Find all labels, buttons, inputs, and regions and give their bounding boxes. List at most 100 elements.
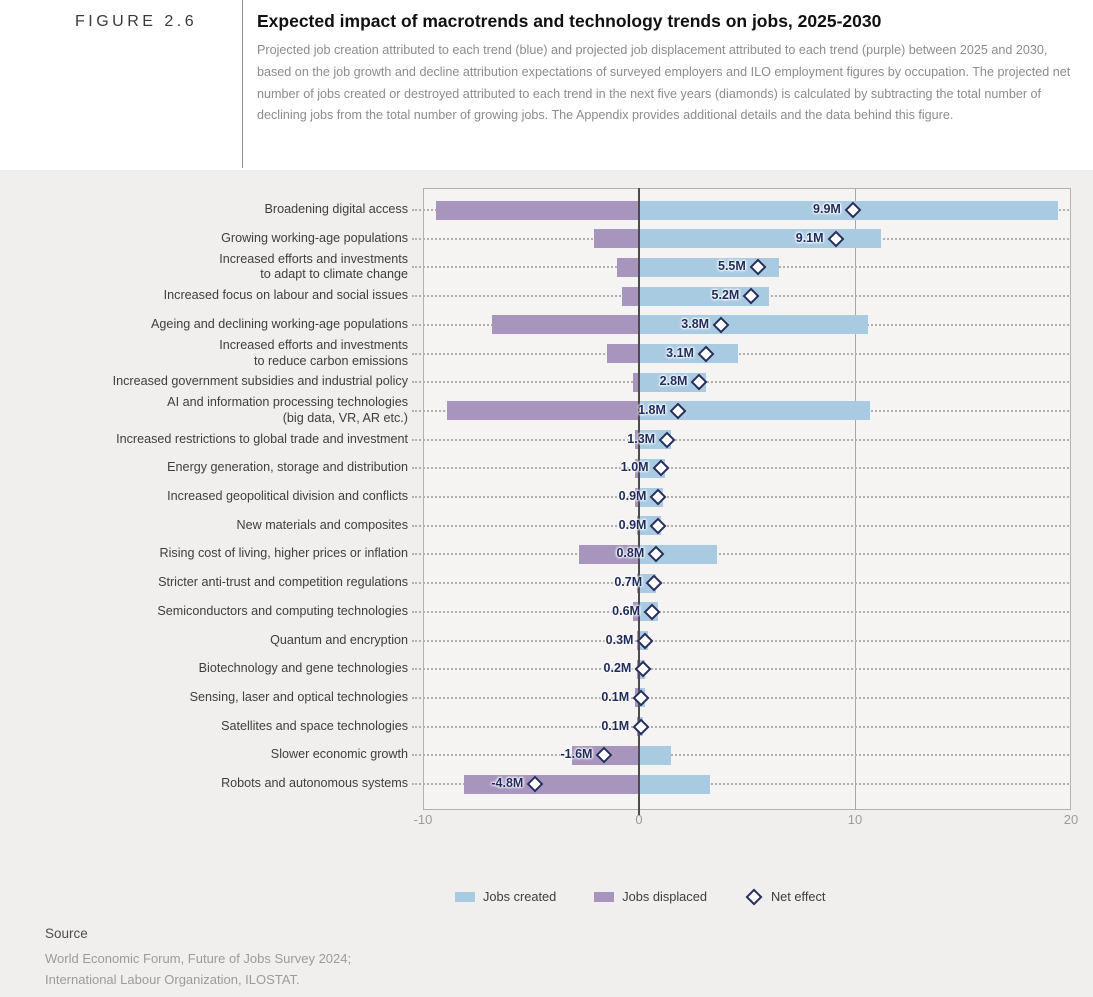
row-leader-line [412, 696, 1069, 699]
jobs-displaced-bar [617, 257, 639, 277]
chart-legend: Jobs created Jobs displaced Net effect [455, 888, 849, 905]
jobs-displaced-bar [636, 573, 639, 593]
row-leader-line [412, 754, 1069, 757]
jobs-created-bar [639, 229, 881, 249]
source-line-1: World Economic Forum, Future of Jobs Sur… [45, 951, 352, 966]
net-value-label: 3.1M [666, 345, 694, 360]
legend-label-jobs-created: Jobs created [483, 889, 557, 904]
legend-label-jobs-displaced: Jobs displaced [622, 889, 707, 904]
net-value-label: 1.8M [638, 402, 666, 417]
net-value-label: 0.3M [605, 632, 634, 647]
figure-label: FIGURE 2.6 [75, 13, 198, 30]
x-axis-tick-label: 10 [847, 812, 863, 827]
category-label: Semiconductors and computing technologie… [157, 603, 408, 618]
category-label: Growing working-age populations [221, 230, 408, 245]
jobs-displaced-bar [632, 602, 639, 622]
jobs-displaced-bar [634, 487, 639, 507]
row-leader-line [412, 438, 1069, 441]
net-value-label: 0.1M [601, 718, 630, 733]
jobs-created-bar [639, 257, 780, 277]
net-value-label: 1.3M [627, 431, 656, 446]
net-value-label: 3.8M [681, 316, 710, 331]
figure-title: Expected impact of macrotrends and techn… [257, 11, 882, 31]
source-line-2: International Labour Organization, ILOST… [45, 972, 300, 987]
row-leader-line [412, 582, 1069, 585]
x-axis-tick-label: -10 [413, 812, 433, 827]
jobs-displaced-bar [636, 516, 639, 536]
jobs-created-bar [639, 401, 871, 421]
jobs-created-bar [639, 344, 739, 363]
jobs-created-bar [639, 372, 706, 392]
category-label: Increased focus on labour and social iss… [163, 288, 408, 303]
row-leader-line [412, 496, 1069, 498]
jobs-displaced-bar [634, 458, 639, 478]
row-leader-line [412, 467, 1069, 470]
category-label: Rising cost of living, higher prices or … [159, 546, 409, 561]
legend-item-jobs-created: Jobs created [455, 889, 556, 904]
jobs-displaced-swatch-icon [594, 891, 615, 902]
jobs-displaced-bar [578, 544, 639, 564]
jobs-displaced-bar [606, 344, 639, 363]
net-value-label: 9.1M [795, 230, 824, 245]
net-value-label: 0.7M [614, 575, 643, 590]
category-label: Stricter anti-trust and competition regu… [158, 575, 408, 590]
row-leader-line [412, 725, 1069, 728]
category-label: Energy generation, storage and distribut… [167, 460, 408, 475]
row-leader-line [412, 639, 1069, 642]
category-label: Broadening digital access [264, 202, 408, 216]
row-leader-line [412, 610, 1069, 613]
jobs-displaced-bar [621, 286, 639, 306]
row-leader-line [412, 783, 1069, 785]
jobs-displaced-bar [464, 774, 639, 794]
zero-gridline [638, 188, 640, 815]
category-label: Increased efforts and investments to adap… [219, 251, 408, 282]
category-label: Increased government subsidies and indus… [112, 374, 408, 389]
net-value-label: 5.2M [711, 288, 740, 303]
jobs-created-bar [639, 315, 868, 335]
jobs-displaced-bar [446, 401, 639, 421]
jobs-displaced-bar [632, 372, 639, 392]
jobs-created-bar [639, 745, 672, 765]
net-value-label: 0.6M [612, 603, 640, 618]
net-value-label: 0.1M [601, 689, 630, 704]
row-leader-line [412, 381, 1069, 384]
category-label: New materials and composites [236, 517, 409, 532]
legend-label-net-effect: Net effect [770, 889, 826, 904]
row-leader-line [412, 524, 1069, 527]
jobs-created-bar [639, 286, 769, 306]
source-label: Source [45, 926, 88, 941]
header-divider [242, 0, 243, 168]
category-label: Biotechnology and gene technologies [198, 661, 408, 676]
jobs-displaced-bar [435, 200, 639, 220]
legend-item-jobs-displaced: Jobs displaced [594, 889, 707, 904]
net-value-label: -1.6M [560, 747, 593, 762]
jobs-displaced-bar [593, 229, 639, 249]
category-label: Increased geopolitical division and conf… [167, 489, 408, 503]
gridline-10 [855, 188, 856, 810]
row-leader-line [412, 553, 1069, 556]
category-label: Satellites and space technologies [221, 718, 408, 733]
row-leader-line [412, 668, 1069, 671]
legend-item-net-effect: Net effect [745, 888, 826, 905]
net-effect-diamond-icon [745, 888, 763, 905]
figure-description: Projected job creation attributed to eac… [257, 43, 1071, 123]
net-value-label: -4.8M [491, 776, 524, 790]
jobs-created-swatch-icon [455, 891, 475, 902]
category-label: AI and information processing technologi… [167, 395, 408, 425]
net-value-label: 0.8M [616, 546, 645, 561]
category-label: Increased restrictions to global trade a… [116, 431, 408, 446]
category-label: Slower economic growth [270, 747, 408, 762]
x-axis-tick-label: 0 [635, 812, 643, 827]
category-label: Sensing, laser and optical technologies [189, 689, 408, 704]
row-leader-line [412, 352, 1069, 355]
category-label: Increased efforts and investments to redu… [219, 338, 408, 368]
jobs-displaced-bar [634, 430, 639, 450]
x-axis-tick-label: 20 [1063, 812, 1079, 827]
net-value-label: 9.9M [813, 202, 841, 216]
jobs-displaced-bar [492, 315, 639, 335]
net-value-label: 2.8M [659, 374, 688, 389]
net-value-label: 5.5M [718, 259, 746, 274]
jobs-created-bar [639, 774, 711, 794]
net-value-label: 0.9M [618, 517, 647, 532]
